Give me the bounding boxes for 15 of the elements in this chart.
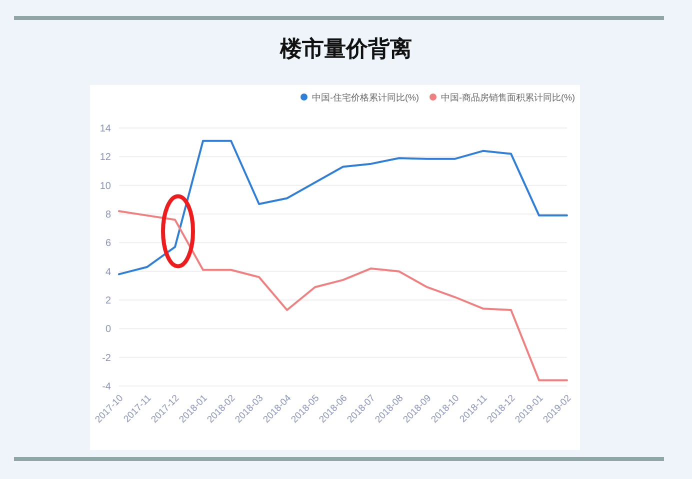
y-tick-label: -4 [102, 382, 112, 392]
y-tick-label: -2 [102, 352, 112, 364]
y-tick-label: 2 [105, 296, 112, 306]
line-series [118, 210, 568, 382]
y-tick-label: 10 [100, 180, 112, 192]
y-tick-label: 8 [105, 210, 112, 220]
line-series [118, 140, 568, 276]
y-tick-label: 4 [105, 266, 112, 278]
legend-label: 中国-商品房销售面积累计同比(%) [441, 92, 575, 102]
legend-label: 中国-住宅价格累计同比(%) [312, 92, 419, 102]
y-tick-label: 0 [105, 324, 112, 336]
y-tick-label: 6 [105, 238, 112, 250]
y-tick-label: 14 [100, 124, 112, 134]
chart-title: 楼市量价背离 [279, 36, 412, 61]
y-tick-label: 12 [100, 152, 112, 164]
